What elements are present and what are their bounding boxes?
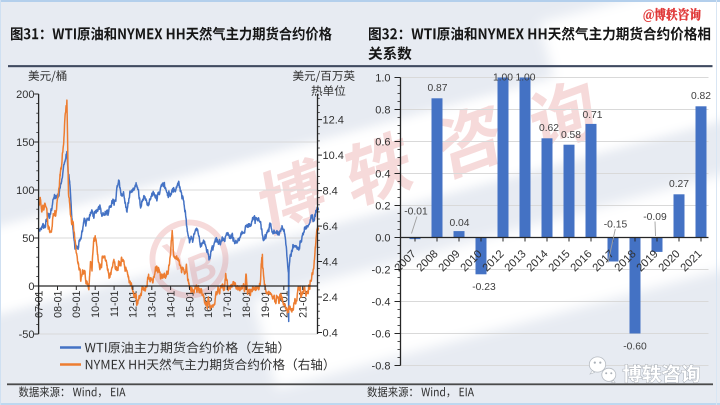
svg-text:17-01: 17-01 (222, 290, 234, 317)
svg-text:6.4: 6.4 (323, 221, 338, 233)
svg-text:0.87: 0.87 (427, 83, 447, 94)
svg-text:-0.01: -0.01 (404, 207, 428, 218)
svg-text:0: 0 (28, 281, 34, 293)
svg-text:2016: 2016 (569, 248, 595, 274)
svg-text:2013: 2013 (503, 248, 529, 274)
svg-text:14-01: 14-01 (165, 290, 177, 317)
svg-text:-0.2: -0.2 (372, 264, 391, 276)
svg-text:-0.4: -0.4 (372, 296, 391, 308)
svg-text:0.6: 0.6 (375, 136, 390, 148)
svg-text:1.00: 1.00 (493, 73, 513, 84)
svg-text:2020: 2020 (657, 248, 683, 274)
svg-text:2009: 2009 (437, 248, 463, 274)
svg-text:2008: 2008 (415, 248, 441, 274)
svg-text:1.00: 1.00 (515, 73, 535, 84)
svg-text:2021: 2021 (679, 248, 705, 274)
svg-text:-0.09: -0.09 (643, 212, 667, 223)
svg-text:0.04: 0.04 (449, 218, 469, 229)
svg-text:2015: 2015 (547, 248, 573, 274)
svg-text:2014: 2014 (525, 248, 551, 274)
svg-text:-50: -50 (19, 329, 35, 341)
svg-text:50: 50 (22, 233, 34, 245)
svg-text:18-01: 18-01 (241, 290, 253, 317)
svg-text:0.58: 0.58 (561, 130, 581, 141)
svg-text:10-01: 10-01 (90, 290, 102, 317)
svg-text:0.0: 0.0 (375, 232, 390, 244)
svg-text:0.8: 0.8 (375, 104, 390, 116)
svg-text:0.71: 0.71 (582, 110, 602, 121)
svg-text:150: 150 (16, 137, 34, 149)
svg-text:2007: 2007 (393, 248, 419, 274)
svg-text:12.4: 12.4 (323, 114, 344, 126)
svg-text:0.2: 0.2 (375, 200, 390, 212)
svg-text:0.27: 0.27 (669, 179, 689, 190)
svg-text:07-01: 07-01 (33, 290, 45, 317)
svg-text:-0.6: -0.6 (372, 328, 391, 340)
svg-text:15-01: 15-01 (184, 290, 196, 317)
svg-text:-0.60: -0.60 (623, 342, 647, 353)
svg-text:1.0: 1.0 (375, 72, 390, 84)
svg-text:200: 200 (16, 89, 34, 101)
svg-text:21-01: 21-01 (298, 290, 310, 317)
svg-text:0.82: 0.82 (691, 91, 711, 102)
svg-text:4.4: 4.4 (323, 256, 338, 268)
svg-text:2.4: 2.4 (323, 292, 338, 304)
svg-text:-0.8: -0.8 (372, 360, 391, 372)
svg-text:13-01: 13-01 (147, 290, 159, 317)
svg-text:09-01: 09-01 (71, 290, 83, 317)
svg-text:11-01: 11-01 (109, 290, 121, 317)
svg-text:-0.23: -0.23 (472, 282, 496, 293)
svg-text:-0.15: -0.15 (604, 220, 628, 231)
svg-text:0.4: 0.4 (323, 327, 338, 339)
svg-text:19-01: 19-01 (260, 290, 272, 317)
svg-text:8.4: 8.4 (323, 185, 338, 197)
svg-text:08-01: 08-01 (52, 290, 64, 317)
svg-text:10.4: 10.4 (323, 150, 344, 162)
svg-text:100: 100 (16, 185, 34, 197)
svg-text:0.62: 0.62 (539, 123, 559, 134)
svg-text:0.4: 0.4 (375, 168, 390, 180)
